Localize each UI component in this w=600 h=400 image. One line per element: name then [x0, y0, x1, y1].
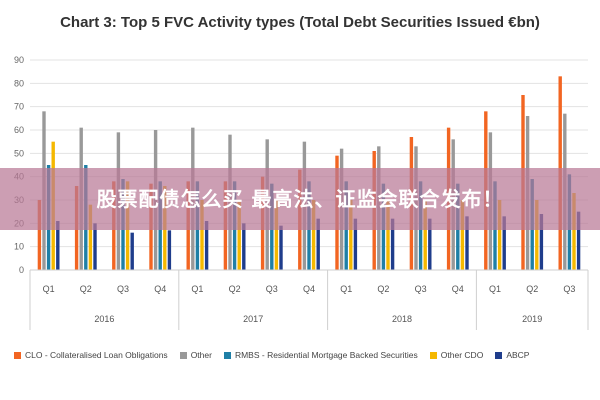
y-tick-label: 0	[19, 265, 24, 275]
bar	[204, 221, 209, 270]
bar	[353, 218, 358, 270]
bar	[93, 223, 97, 270]
bar	[349, 200, 353, 270]
x-tick-label: Q3	[266, 284, 278, 294]
overlay-banner[interactable]: 股票配债怎么买 最高法、证监会联合发布！	[0, 168, 600, 230]
bar	[539, 214, 544, 270]
bar	[167, 230, 172, 270]
legend-swatch	[429, 351, 437, 359]
legend-item: Other CDO	[429, 350, 484, 360]
y-tick-label: 90	[14, 55, 24, 65]
x-tick-label: Q2	[526, 284, 538, 294]
x-tick-label: Q4	[154, 284, 166, 294]
bar	[311, 200, 316, 270]
chart-legend: CLO - Collateralised Loan Obligations Oth…	[14, 350, 594, 360]
bar	[423, 200, 427, 270]
bar	[279, 225, 283, 270]
group-label: 2018	[392, 314, 412, 324]
legend-label: ABCP	[506, 350, 530, 360]
x-tick-label: Q1	[43, 284, 55, 294]
x-tick-label: Q2	[229, 284, 241, 294]
legend-label: RMBS - Residential Mortgage Backed Secur…	[234, 350, 418, 360]
group-label: 2019	[522, 314, 542, 324]
x-tick-label: Q3	[117, 284, 129, 294]
legend-item: ABCP	[495, 350, 529, 360]
y-tick-label: 10	[14, 242, 24, 252]
group-label: 2016	[94, 314, 114, 324]
bar	[37, 200, 42, 270]
x-tick-label: Q3	[563, 284, 575, 294]
bar	[465, 216, 469, 270]
x-tick-label: Q1	[191, 284, 203, 294]
bar	[572, 193, 576, 270]
y-tick-label: 70	[14, 102, 24, 112]
chart-title: Chart 3: Top 5 FVC Activity types (Total…	[60, 14, 540, 31]
x-tick-label: Q1	[489, 284, 501, 294]
bar	[390, 218, 395, 270]
bar	[130, 232, 134, 270]
bar	[502, 216, 506, 270]
group-label: 2017	[243, 314, 263, 324]
bar	[386, 200, 390, 270]
y-tick-label: 80	[14, 78, 24, 88]
legend-label: Other	[190, 350, 212, 360]
legend-swatch	[495, 351, 503, 359]
bar	[88, 204, 93, 270]
legend-swatch	[223, 351, 231, 359]
bar	[535, 200, 539, 270]
bar	[56, 221, 60, 270]
legend-swatch	[179, 351, 187, 359]
y-tick-label: 60	[14, 125, 24, 135]
bar	[460, 200, 465, 270]
bar	[242, 223, 246, 270]
bar	[428, 218, 432, 270]
bar	[316, 218, 320, 270]
legend-item: CLO - Collateralised Loan Obligations	[14, 350, 168, 360]
bar	[237, 200, 241, 270]
legend-item: Other	[179, 350, 212, 360]
y-tick-label: 50	[14, 148, 24, 158]
legend-swatch	[14, 351, 21, 359]
x-tick-label: Q2	[377, 284, 389, 294]
x-tick-label: Q4	[452, 284, 464, 294]
legend-label: Other CDO	[440, 350, 484, 360]
bar	[576, 211, 581, 270]
bar	[274, 200, 279, 270]
legend-label: CLO - Collateralised Loan Obligations	[25, 350, 168, 360]
bar	[497, 200, 502, 270]
x-tick-label: Q1	[340, 284, 352, 294]
x-tick-label: Q2	[80, 284, 92, 294]
x-tick-label: Q3	[415, 284, 427, 294]
bar	[200, 200, 204, 270]
x-tick-label: Q4	[303, 284, 315, 294]
legend-item: RMBS - Residential Mortgage Backed Secur…	[223, 350, 418, 360]
